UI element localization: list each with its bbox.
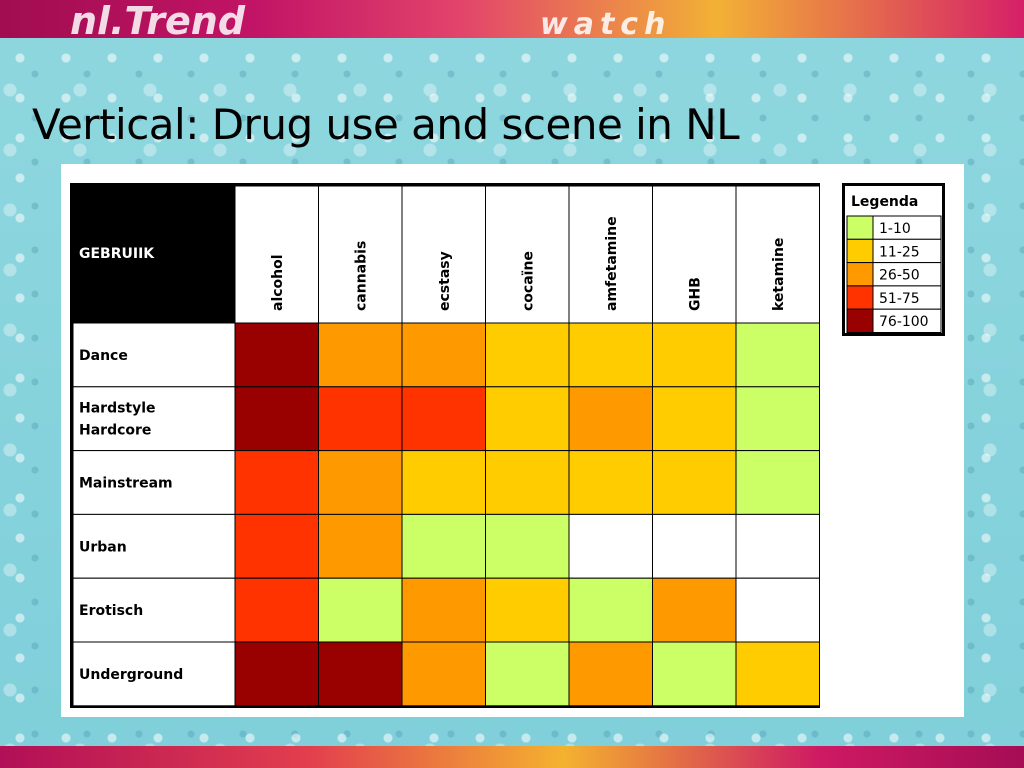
heatmap-cell — [318, 641, 403, 707]
heatmap-cell — [485, 322, 570, 388]
column-header-cell — [234, 185, 319, 324]
heatmap-cell — [735, 386, 820, 452]
heatmap-cell — [568, 641, 653, 707]
slide-title: Vertical: Drug use and scene in NL — [32, 100, 740, 149]
column-header-label: ecstasy — [437, 251, 453, 311]
heatmap-cell — [318, 577, 403, 643]
heatmap-cell — [568, 450, 653, 515]
legend-swatch — [846, 262, 874, 287]
row-label-cell — [72, 322, 236, 388]
heatmap-cell — [652, 322, 737, 388]
heatmap-cell — [401, 641, 486, 707]
row-label-cell — [72, 641, 236, 707]
legend-label-cell — [872, 308, 942, 334]
heatmap-cell — [735, 641, 820, 707]
heatmap-cell — [318, 450, 403, 515]
row-label-cell — [72, 386, 236, 452]
heatmap-cell — [234, 641, 319, 707]
heatmap-cell — [318, 513, 403, 579]
heatmap-cell — [401, 577, 486, 643]
column-header-label: alcohol — [270, 254, 286, 311]
legend-swatch — [846, 285, 874, 310]
heatmap-cell — [234, 577, 319, 643]
row-label: Urban — [79, 539, 127, 555]
column-header-label: ketamine — [771, 238, 787, 311]
column-header-cell — [652, 185, 737, 324]
column-header-label: amfetamine — [604, 216, 620, 311]
corner-label: GEBRUIIK — [79, 246, 155, 262]
heatmap-cell — [401, 322, 486, 388]
heatmap-cell — [234, 450, 319, 515]
legend-label: 11-25 — [879, 244, 920, 260]
row-label: Hardstyle — [79, 401, 156, 417]
legend-label: 51-75 — [879, 291, 920, 307]
bottom-banner — [0, 746, 1024, 768]
banner-logo-text-2: watch — [540, 7, 671, 38]
row-label: Underground — [79, 667, 183, 683]
heatmap-cell — [234, 513, 319, 579]
row-label: Erotisch — [79, 603, 143, 619]
column-header-label: cannabis — [353, 241, 369, 311]
heatmap-cell — [652, 577, 737, 643]
column-header-cell — [318, 185, 403, 324]
heatmap-cell — [318, 386, 403, 452]
legend-label: 1-10 — [879, 221, 911, 237]
heatmap-cell — [485, 513, 570, 579]
column-header-label: GHB — [687, 277, 703, 311]
heatmap-cell — [568, 577, 653, 643]
legend-label: 76-100 — [879, 314, 929, 330]
heatmap-cell — [485, 641, 570, 707]
heatmap-cell — [401, 513, 486, 579]
row-label: Hardcore — [79, 423, 151, 439]
banner-logo-text: nl.Trend — [70, 0, 246, 38]
heatmap-cell — [401, 450, 486, 515]
row-label: Dance — [79, 348, 128, 364]
column-header-label: cocaïne — [520, 251, 536, 311]
heatmap-cell — [401, 386, 486, 452]
legend-swatch — [846, 308, 874, 334]
heatmap-cell — [652, 641, 737, 707]
heatmap-cell — [735, 322, 820, 388]
heatmap-cell — [485, 450, 570, 515]
heatmap-cell — [735, 513, 820, 579]
heatmap-cell — [652, 386, 737, 452]
heatmap-cell — [568, 513, 653, 579]
heatmap-cell — [318, 322, 403, 388]
row-label-cell — [72, 450, 236, 515]
heatmap-cell — [735, 450, 820, 515]
legend-label: 26-50 — [879, 268, 920, 284]
heatmap-cell — [568, 386, 653, 452]
heatmap-cell — [735, 577, 820, 643]
column-header-cell — [735, 185, 820, 324]
column-header-cell — [485, 185, 570, 324]
row-label: Mainstream — [79, 476, 173, 492]
row-label-cell — [72, 513, 236, 579]
legend-swatch — [846, 215, 874, 240]
heatmap-cell — [568, 322, 653, 388]
heatmap-cell — [652, 513, 737, 579]
top-banner: nl.Trend watch — [0, 0, 1024, 38]
corner-cell — [73, 186, 235, 323]
heatmap-cell — [485, 386, 570, 452]
legend-title: Legenda — [851, 194, 918, 210]
heatmap-cell — [652, 450, 737, 515]
banner-logo: nl.Trend watch — [70, 0, 671, 38]
legend-swatch — [846, 238, 874, 264]
heatmap-cell — [234, 386, 319, 452]
heatmap-cell — [485, 577, 570, 643]
column-header-cell — [568, 185, 653, 324]
heatmap-cell — [234, 322, 319, 388]
row-label-cell — [72, 577, 236, 643]
